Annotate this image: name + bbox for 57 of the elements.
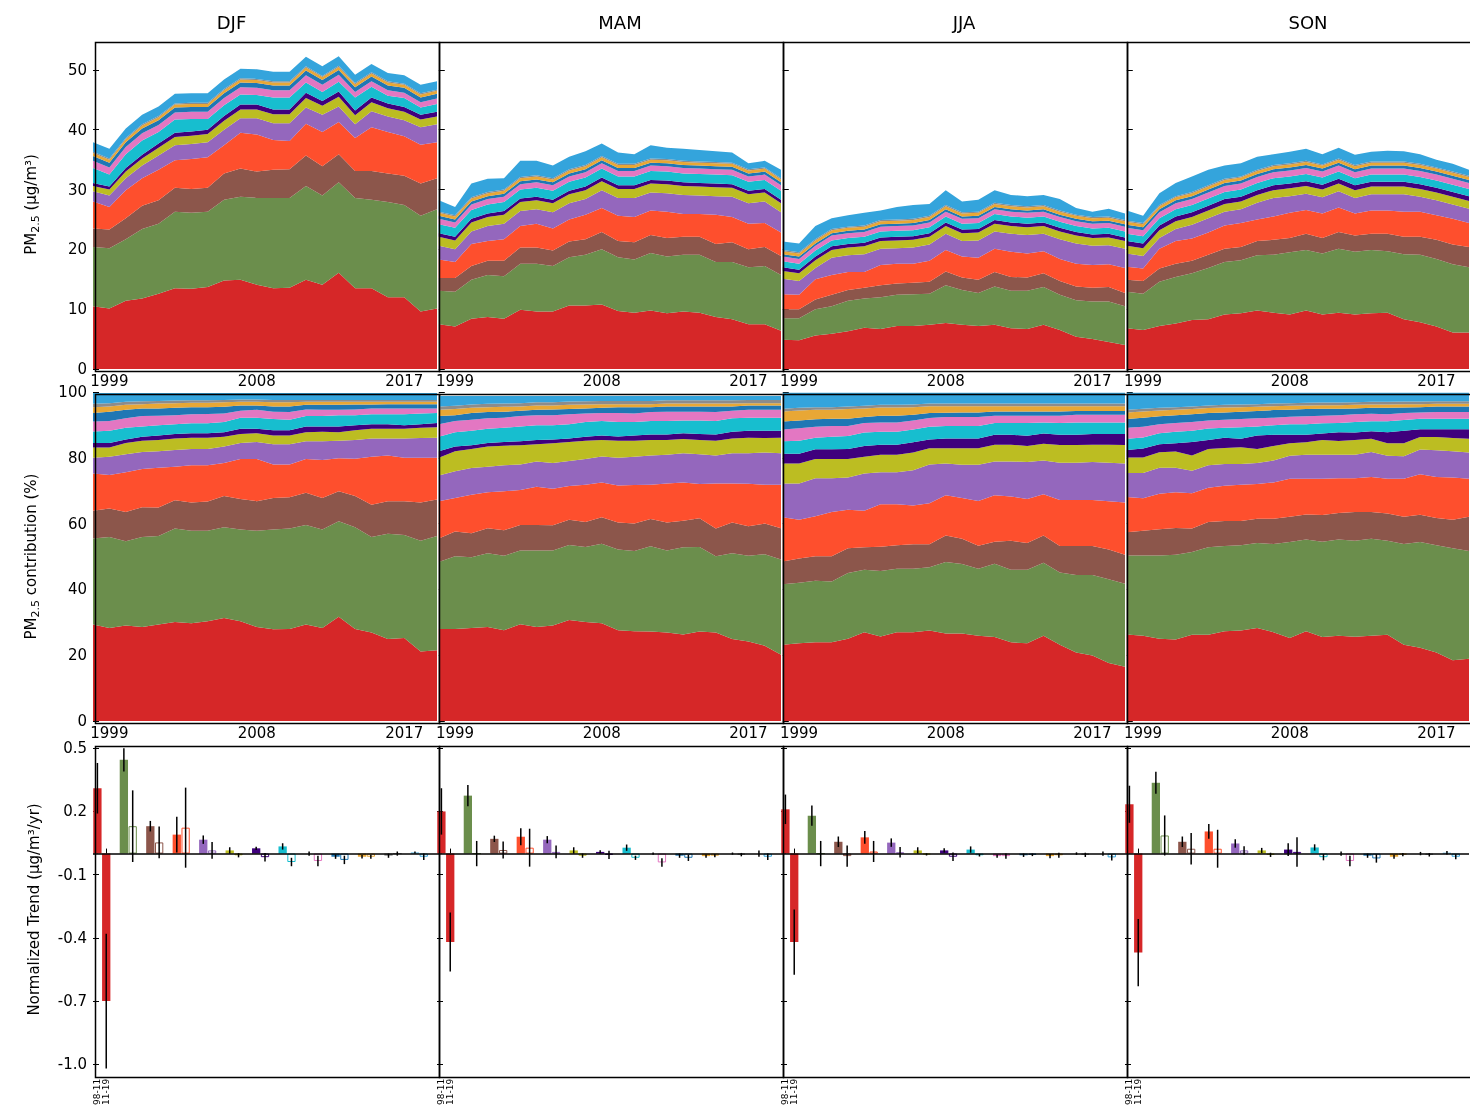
- y-tick-label: 60: [67, 514, 87, 533]
- x-tick-label: 98-11: [1124, 1078, 1135, 1105]
- y-tick-label: 40: [67, 120, 87, 139]
- y-tick-label: 0.5: [63, 739, 87, 758]
- x-tick-label: 2008: [926, 723, 965, 742]
- y-tick-label: -0.4: [57, 928, 87, 947]
- x-tick-label: 2008: [582, 723, 621, 742]
- chart-title: MAM: [598, 11, 642, 33]
- y-tick-label: 80: [67, 448, 87, 467]
- x-tick-label: 2008: [237, 723, 276, 742]
- x-tick-label: 11-19: [789, 1078, 800, 1105]
- x-tick-label: 1999: [1123, 723, 1163, 742]
- x-tick-label: 2017: [1417, 723, 1456, 742]
- x-tick-label: 2017: [385, 723, 424, 742]
- x-tick-label: 2017: [1073, 371, 1112, 390]
- x-tick-label: 2017: [385, 371, 424, 390]
- x-tick-label: 98-11: [436, 1078, 447, 1105]
- x-tick-label: 1999: [435, 723, 475, 742]
- x-tick-label: 2008: [1270, 723, 1309, 742]
- x-tick-label: 98-11: [92, 1078, 103, 1105]
- y-tick-label: 100: [58, 383, 87, 401]
- y-tick-label: -0.7: [57, 992, 87, 1011]
- y-tick-label: 0: [77, 360, 87, 378]
- chart-title: SON: [1288, 11, 1328, 33]
- y-axis-title: PM2.5 contribution (%): [21, 473, 42, 640]
- x-tick-label: 1999: [779, 723, 819, 742]
- y-tick-label: 20: [67, 646, 87, 665]
- x-tick-label: 2017: [729, 371, 768, 390]
- x-tick-label: 1999: [779, 371, 819, 390]
- y-tick-label: 0: [77, 712, 87, 730]
- x-tick-label: 2017: [729, 723, 768, 742]
- y-axis-title: Normalized Trend (μg/m³/yr): [24, 803, 43, 1016]
- y-tick-label: 30: [67, 180, 87, 199]
- y-tick-label: 0.2: [63, 802, 87, 821]
- y-tick-label: 10: [67, 300, 87, 319]
- y-tick-label: 40: [67, 580, 87, 599]
- x-tick-label: 11-19: [101, 1078, 112, 1105]
- y-axis-title: PM2.5 (μg/m³): [21, 154, 42, 255]
- x-tick-label: 2008: [926, 371, 965, 390]
- x-tick-label: 2017: [1417, 371, 1456, 390]
- x-tick-label: 1999: [1123, 371, 1163, 390]
- x-tick-label: 1999: [435, 371, 475, 390]
- chart-title: DJF: [216, 11, 247, 33]
- x-tick-label: 2008: [1270, 371, 1309, 390]
- y-tick-label: 20: [67, 240, 87, 259]
- y-tick-label: 50: [67, 60, 87, 79]
- x-tick-label: 2017: [1073, 723, 1112, 742]
- x-tick-label: 1999: [90, 723, 129, 742]
- x-tick-label: 2008: [237, 371, 276, 390]
- y-tick-label: -1.0: [57, 1055, 87, 1074]
- x-tick-label: 2008: [582, 371, 621, 390]
- chart-title: JJA: [951, 11, 976, 33]
- x-tick-label: 11-19: [1133, 1078, 1144, 1105]
- x-tick-label: 98-11: [780, 1078, 791, 1105]
- y-tick-label: -0.1: [57, 865, 87, 884]
- x-tick-label: 1999: [90, 371, 129, 390]
- x-tick-label: 11-19: [445, 1078, 456, 1105]
